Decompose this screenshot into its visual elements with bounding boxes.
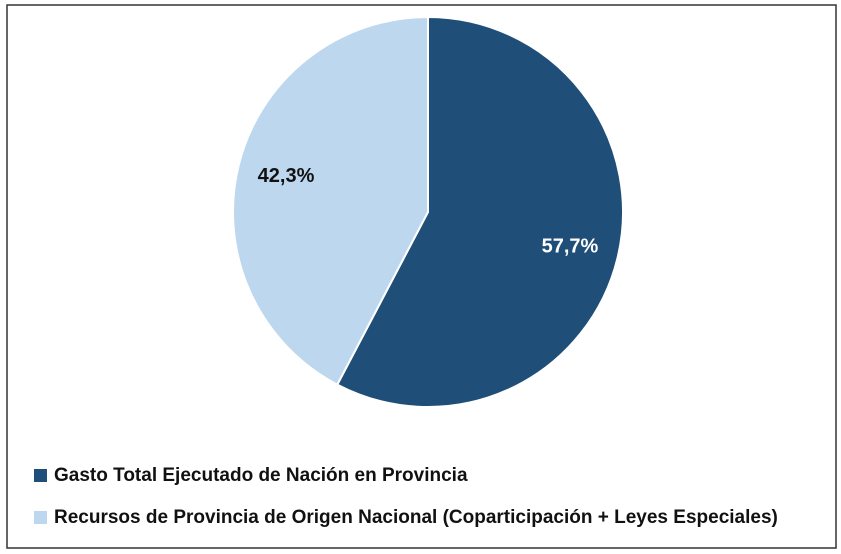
legend-swatch xyxy=(34,469,47,482)
pie-slice xyxy=(335,15,624,408)
data-label: 42,3% xyxy=(258,165,315,187)
pie-slice xyxy=(232,15,429,386)
legend-label: Gasto Total Ejecutado de Nación en Provi… xyxy=(54,465,468,486)
legend-swatch xyxy=(34,511,47,524)
data-label: 57,7% xyxy=(542,235,599,257)
legend-label: Recursos de Provincia de Origen Nacional… xyxy=(54,507,778,528)
